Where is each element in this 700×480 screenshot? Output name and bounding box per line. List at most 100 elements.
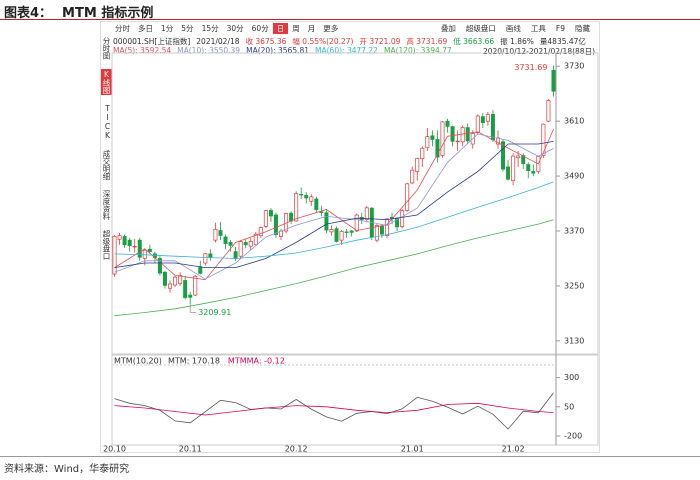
candle-body [526, 164, 531, 172]
candle-body [137, 239, 142, 258]
sidebar-tab[interactable]: 超级盘口 [102, 229, 111, 260]
quote-field: 幅 0.55%(20.27) [292, 37, 354, 46]
period-tab[interactable]: 1分 [161, 24, 174, 33]
candle-body [147, 248, 152, 252]
candle-body [294, 193, 299, 222]
y-tick-label: 3730 [564, 62, 584, 71]
candle-body [258, 227, 263, 236]
period-tab[interactable]: 月 [307, 24, 316, 33]
candle-body [511, 155, 516, 182]
candle-body [480, 116, 485, 123]
tool-tab[interactable]: 叠加 [440, 24, 456, 33]
candle-body [218, 230, 223, 236]
tool-tabs: 叠加 超级盘口 画线 工具 F9 隐藏 [436, 23, 595, 34]
title-text: MTM 指标示例 [62, 6, 154, 21]
tool-tab[interactable]: F9 [555, 24, 565, 33]
candle-body [339, 231, 344, 241]
y-tick-label: 3370 [564, 227, 584, 236]
candle-body [142, 249, 147, 259]
candle-body [314, 198, 319, 211]
y-tick-label: 3130 [564, 336, 584, 345]
plot-frame [111, 52, 599, 355]
ma-legend-item: MA(20): 3565.81 [246, 46, 310, 55]
ma-legend: MA(5): 3592.54 MA(10): 3550.39 MA(20): 356… [113, 46, 458, 55]
candle-body [541, 123, 546, 156]
tool-tab[interactable]: 工具 [530, 24, 546, 33]
source-rule [0, 456, 700, 457]
y-tick-label: 3250 [564, 281, 584, 290]
candle-body [440, 121, 445, 156]
y-tick-label: 300 [564, 373, 579, 382]
y-tick-label: -200 [564, 431, 582, 440]
quote-field: 低 3663.66 [453, 37, 495, 46]
candle-body [516, 155, 521, 159]
indicator-line [114, 402, 554, 416]
candle-body [430, 135, 435, 140]
ma-line [114, 181, 554, 259]
sidebar: 分时图 K线图 TICK 成交明细深度资料超级盘口 [101, 36, 112, 269]
candle-body [450, 126, 455, 142]
candle-body [198, 266, 203, 274]
quote-field: 振 1.86% [500, 37, 534, 46]
candle-body [243, 242, 248, 246]
ma-line [114, 129, 554, 281]
period-tab[interactable]: 60分 [251, 24, 269, 33]
candle-body [501, 141, 506, 170]
candle-body [475, 115, 480, 133]
candle-body [289, 212, 294, 222]
annotation: 3731.69 [514, 63, 547, 72]
y-tick-label: 3610 [564, 117, 584, 126]
figure-title: 图表4： MTM 指标示例 [4, 2, 153, 21]
period-tab[interactable]: 5分 [181, 24, 194, 33]
period-tab[interactable]: 15分 [201, 24, 219, 33]
period-tab[interactable]: 更多 [323, 24, 339, 33]
source: 资料来源：Wind，华泰研究 [4, 464, 130, 475]
sidebar-tab[interactable]: K线图 [101, 68, 112, 95]
y-tick-label: 3490 [564, 172, 584, 181]
candle-body [435, 139, 440, 158]
candle-body [329, 229, 334, 233]
ma-legend-item: MA(120): 3394.77 [383, 46, 452, 55]
candle-body [405, 183, 410, 211]
period-tab[interactable]: 多日 [138, 24, 153, 33]
period-tab[interactable]: 分时 [115, 24, 130, 33]
candle-body [193, 275, 198, 296]
sidebar-tab[interactable]: 深度资料 [102, 189, 111, 220]
quote-field: 000001.SH[上证指数] [113, 37, 191, 46]
tool-tab[interactable]: 画线 [505, 24, 521, 33]
candle-body [551, 69, 556, 92]
indicator-legend: MTMMA: -0.12 [228, 357, 285, 366]
sidebar-tab[interactable]: 分时图 [102, 37, 111, 60]
period-tab[interactable]: 日 [272, 23, 289, 34]
candle-body [173, 276, 178, 286]
candle-body [521, 155, 526, 164]
title-rule [0, 19, 700, 20]
period-tab[interactable]: 30分 [226, 24, 244, 33]
candle-body [112, 235, 117, 275]
candle-body [374, 225, 379, 241]
tool-tab[interactable]: 隐藏 [575, 24, 590, 33]
candle-body [268, 210, 273, 217]
x-tick-label: 21.02 [502, 445, 525, 454]
candle-body [157, 258, 162, 274]
candle-body [188, 294, 193, 298]
x-tick-label: 20.10 [103, 445, 126, 454]
candle-body [183, 280, 188, 298]
candle-body [490, 113, 495, 141]
period-tab[interactable]: 周 [292, 24, 300, 33]
sidebar-tab[interactable]: TICK [103, 103, 112, 140]
candle-body [324, 212, 329, 231]
tool-tab[interactable]: 超级盘口 [465, 24, 496, 33]
indicator-line [114, 392, 554, 430]
ma-legend-item: MA(5): 3592.54 [113, 46, 172, 55]
sidebar-tab[interactable]: 成交明细 [102, 149, 111, 180]
candle-body [208, 253, 213, 258]
candle-body [253, 233, 258, 246]
annotation: 3209.91 [198, 308, 231, 317]
period-tabs: 分时 多日 1分 5分 15分 30分 60分日周月更多 [111, 23, 342, 34]
candle-body [410, 169, 415, 184]
mtm-frame [111, 354, 599, 446]
candle-body [273, 214, 278, 235]
quote-info: 000001.SH[上证指数] 2021/02/18 收 3675.36 幅 0.55… [113, 36, 592, 47]
